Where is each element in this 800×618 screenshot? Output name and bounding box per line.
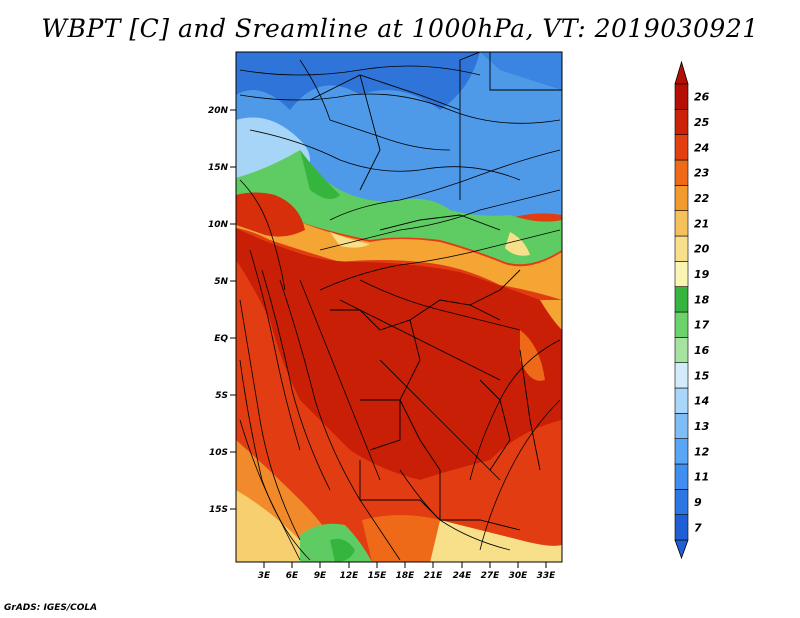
colorbar-label: 25 [694, 116, 710, 129]
colorbar-swatch [674, 514, 689, 541]
colorbar-label: 19 [694, 268, 710, 281]
wbpt-field [236, 52, 562, 562]
lat-tick: 20N [208, 106, 229, 116]
colorbar-swatch [674, 261, 689, 287]
lon-tick: 18E [396, 571, 416, 581]
colorbar-swatch [674, 489, 689, 515]
lon-axis: 3E 6E 9E 12E 15E 18E 21E 24E 27E 30E 33E [258, 562, 556, 581]
colorbar-swatch [674, 210, 689, 237]
colorbar-swatch [674, 83, 689, 110]
colorbar-swatch [674, 235, 689, 262]
lat-tick: 15S [209, 505, 228, 515]
colorbar-swatch [674, 362, 689, 389]
credit-text: GrADS: IGES/COLA [4, 603, 98, 613]
lon-tick: 12E [340, 571, 360, 581]
cool-region [236, 52, 562, 232]
lon-tick: 27E [481, 571, 501, 581]
lat-tick: 10N [208, 220, 229, 230]
colorbar-swatch [674, 159, 689, 186]
lon-tick: 15E [368, 571, 388, 581]
country-borders [309, 52, 562, 531]
colorbar-swatch [674, 337, 689, 363]
lon-tick: 6E [286, 571, 299, 581]
colorbar-min-arrow [674, 539, 689, 560]
colorbar-label: 7 [694, 521, 702, 534]
colorbar-label: 23 [694, 167, 710, 180]
colorbar-label: 16 [694, 344, 710, 357]
lon-tick: 24E [453, 571, 473, 581]
colorbar-label: 22 [694, 192, 710, 205]
colorbar-label: 21 [694, 217, 709, 230]
colorbar-label: 11 [694, 471, 709, 484]
map-title: WBPT [C] and Sreamline at 1000hPa, VT: 2… [41, 14, 759, 43]
lon-tick: 21E [424, 571, 444, 581]
colorbar-swatch [674, 185, 689, 211]
colorbar-label: 20 [694, 243, 710, 256]
lat-tick: 15N [208, 163, 229, 173]
lat-tick: EQ [214, 334, 228, 344]
colorbar-label: 14 [694, 395, 709, 408]
lon-tick: 30E [509, 571, 529, 581]
colorbar-swatch [674, 438, 689, 465]
colorbar-swatch [674, 311, 689, 338]
colorbar-label: 17 [694, 319, 710, 332]
colorbar-label: 9 [694, 496, 702, 509]
colorbar-swatch [674, 413, 689, 439]
lat-tick: 5S [215, 391, 228, 401]
colorbar-max-arrow [674, 60, 689, 85]
colorbar-swatch [674, 286, 689, 313]
colorbar-swatch [674, 387, 689, 414]
streamlines [239, 59, 561, 561]
lat-tick: 5N [214, 277, 228, 287]
colorbar-label: 24 [694, 141, 709, 154]
colorbar-label: 18 [694, 293, 710, 306]
colorbar-label: 26 [694, 91, 710, 104]
colorbar-label: 13 [694, 420, 710, 433]
lat-tick: 10S [209, 448, 228, 458]
colorbar-swatch [674, 463, 689, 490]
colorbar-swatch [674, 109, 689, 135]
colorbar: 7 9 11 12 13 14 15 16 17 18 19 20 21 22 23 24 25 26 [674, 60, 710, 560]
lat-axis: 20N 15N 10N 5N EQ 5S 10S 15S [208, 106, 236, 515]
plot-frame [235, 51, 563, 563]
warm-core [236, 228, 562, 480]
lon-tick: 33E [537, 571, 557, 581]
lon-tick: 3E [258, 571, 271, 581]
colorbar-label: 15 [694, 369, 710, 382]
lon-tick: 9E [314, 571, 327, 581]
colorbar-swatch [674, 134, 689, 161]
colorbar-label: 12 [694, 445, 710, 458]
